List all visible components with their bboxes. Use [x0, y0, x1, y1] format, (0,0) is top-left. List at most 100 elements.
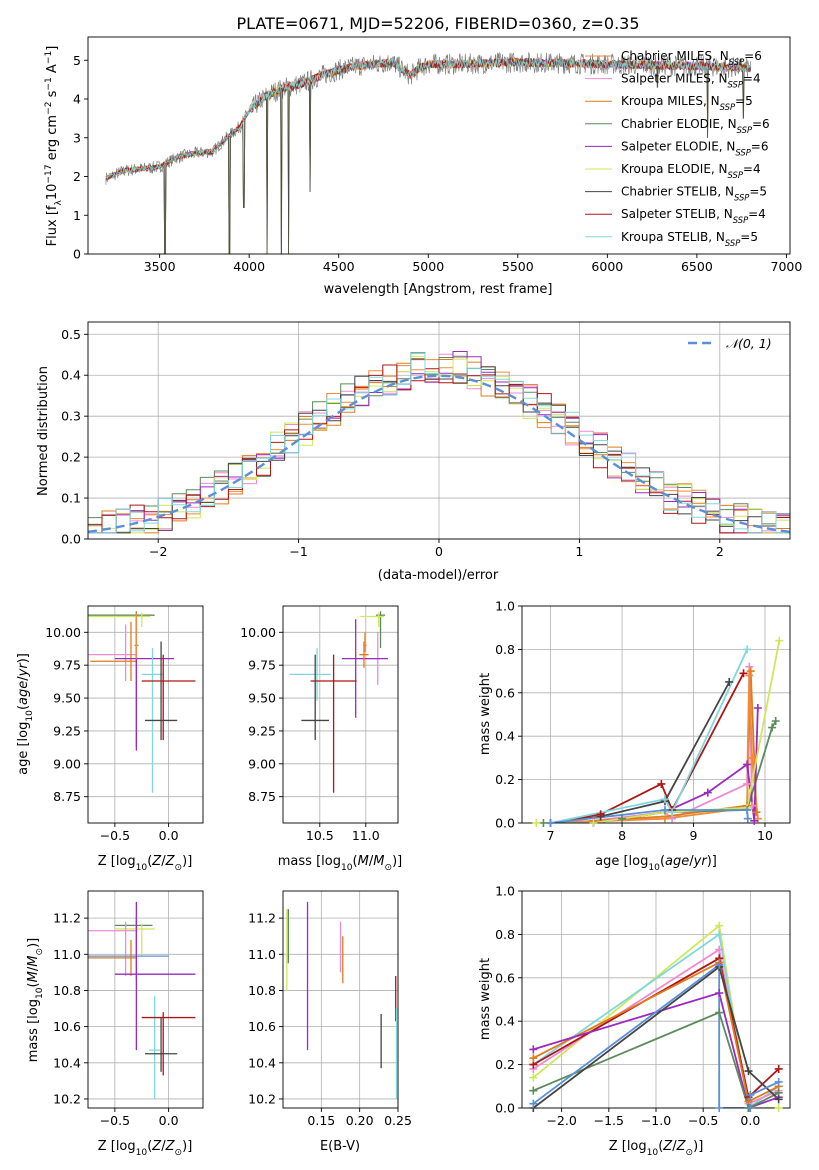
label-part: 10	[341, 863, 353, 873]
y-tick-label: 10.6	[53, 1019, 81, 1034]
weight-marker	[775, 636, 784, 645]
weight-marker	[539, 819, 548, 827]
weight-marker	[746, 667, 755, 676]
label-part: M	[26, 956, 41, 967]
y-tick-label: 10.8	[53, 983, 81, 998]
label-part: =6	[751, 139, 769, 153]
weight-marker	[715, 960, 724, 969]
label-part: Z [log	[98, 854, 136, 869]
label-part: =5	[749, 185, 767, 199]
axes-frame	[87, 36, 791, 255]
label-part: mass weight	[478, 958, 493, 1040]
histogram-step	[88, 352, 790, 534]
plot-area	[105, 51, 751, 254]
label-part: Chabrier ELODIE, N	[621, 117, 737, 131]
label-part: (	[353, 854, 358, 869]
label-part: )]	[182, 1139, 192, 1154]
label-part: Z	[165, 1139, 176, 1154]
y-tick-label: 10.8	[248, 983, 276, 998]
y-tick-label: 0.0	[61, 532, 81, 547]
x-tick-label: −1	[289, 544, 307, 559]
weight-marker	[703, 788, 712, 797]
label-part: 10	[648, 863, 660, 873]
legend-entry: Salpeter STELIB, NSSP=4	[621, 207, 766, 225]
weight-marker	[768, 723, 777, 732]
weight-marker	[748, 753, 757, 762]
x-axis-label: Z [log10(Z/Z⊙)]	[609, 1139, 704, 1158]
label-part: age	[665, 854, 689, 869]
label-part: ]	[45, 46, 60, 51]
x-tick-label: 0.15	[307, 1113, 335, 1128]
y-tick-label: 8.75	[248, 789, 276, 804]
weight-marker	[529, 1054, 538, 1063]
plot-area	[286, 901, 398, 1099]
label-part: M	[26, 971, 41, 982]
panel-mass_vs_ebv: 0.15 0.20 0.25 10.2 10.4 10.6 10.8 11.0 11.2 E(B-…	[248, 890, 412, 1154]
label-part: /	[369, 854, 374, 869]
label-part: Kroupa ELODIE, N	[621, 162, 728, 176]
label-part: SSP	[729, 57, 745, 67]
label-part: (	[658, 1139, 663, 1154]
label-part: yr	[16, 662, 31, 678]
panel-mass_vs_z: −0.5 0.010.210.410.610.811.011.2Z [log10(…	[26, 890, 204, 1158]
x-tick-label: 10	[757, 828, 773, 843]
label-part: SSP	[728, 80, 744, 90]
label-part: 10	[136, 1148, 148, 1158]
label-part: E(B-V)	[320, 1139, 360, 1154]
x-tick-label: 5000	[412, 259, 444, 274]
x-tick-label: 0	[435, 544, 443, 559]
label-part: SSP	[737, 125, 753, 135]
weight-line	[533, 991, 780, 1108]
y-tick-label: 9.75	[53, 658, 81, 673]
panel-residuals: −2 −1 0 1 2 0.0 0.1 0.2 0.3 0.4 0.5 𝒩(0, 1) (data-mo…	[36, 321, 791, 583]
x-tick-label: 10.5	[306, 828, 334, 843]
y-tick-label: 0.2	[495, 1057, 515, 1072]
x-tick-label: 8	[618, 828, 626, 843]
weight-marker	[750, 816, 759, 825]
label-part: Z [log	[98, 1139, 136, 1154]
legend-entry: 𝒩(0, 1)	[726, 336, 772, 351]
label-part: Normed distribution	[36, 366, 51, 496]
x-tick-label: −0.5	[100, 1113, 130, 1128]
label-part: ⊙	[686, 1148, 694, 1158]
label-part: Kroupa MILES, N	[621, 94, 720, 108]
panel-spectrum: 3500 4000 4500 5000 5500 6000 6500 7000 0 1 2 3 4 5 wa…	[44, 36, 802, 297]
x-tick-label: 11.0	[352, 828, 380, 843]
y-tick-label: 1.0	[495, 599, 515, 614]
y-tick-label: 5	[73, 53, 81, 68]
weight-marker	[743, 779, 752, 788]
y-tick-label: 0.0	[495, 1101, 515, 1116]
weight-marker	[746, 1104, 755, 1112]
weight-marker	[596, 810, 605, 819]
x-tick-label: 7	[547, 828, 555, 843]
label-part: wavelength [Angstrom, rest frame]	[324, 282, 553, 297]
y-tick-label: 0.8	[495, 642, 515, 657]
spectrum-line	[105, 57, 751, 180]
y-tick-label: 0.3	[61, 409, 81, 424]
legend-entry: Kroupa ELODIE, NSSP=4	[621, 162, 761, 180]
label-part: (	[147, 854, 152, 869]
x-tick-label: −1.0	[641, 1113, 671, 1128]
y-tick-label: 9.00	[53, 756, 81, 771]
label-part: SSP	[720, 102, 736, 112]
label-part: −17	[44, 164, 54, 183]
weight-marker	[774, 1064, 783, 1073]
y-axis-label: age [log10(age/yr)]	[16, 653, 35, 775]
label-part: 10	[45, 184, 60, 201]
y-tick-label: 0.4	[495, 729, 515, 744]
weight-line	[532, 961, 780, 1103]
y-tick-label: 11.2	[248, 911, 276, 926]
axes-frame	[87, 890, 204, 1109]
weight-line	[550, 649, 748, 823]
weight-marker	[745, 671, 754, 680]
label-part: =5	[740, 230, 758, 244]
y-tick-label: 0.4	[495, 1014, 515, 1029]
y-tick-label: 0.8	[495, 927, 515, 942]
label-part: −2	[44, 102, 54, 115]
panel-age_vs_mass: 10.5 11.0 8.75 9.00 9.25 9.50 9.75 10.00 mass [l…	[240, 605, 402, 873]
weight-marker	[743, 645, 752, 654]
label-part: yr	[693, 854, 709, 869]
label-part: mass [log	[278, 854, 341, 869]
x-tick-label: 0.0	[159, 1113, 179, 1128]
